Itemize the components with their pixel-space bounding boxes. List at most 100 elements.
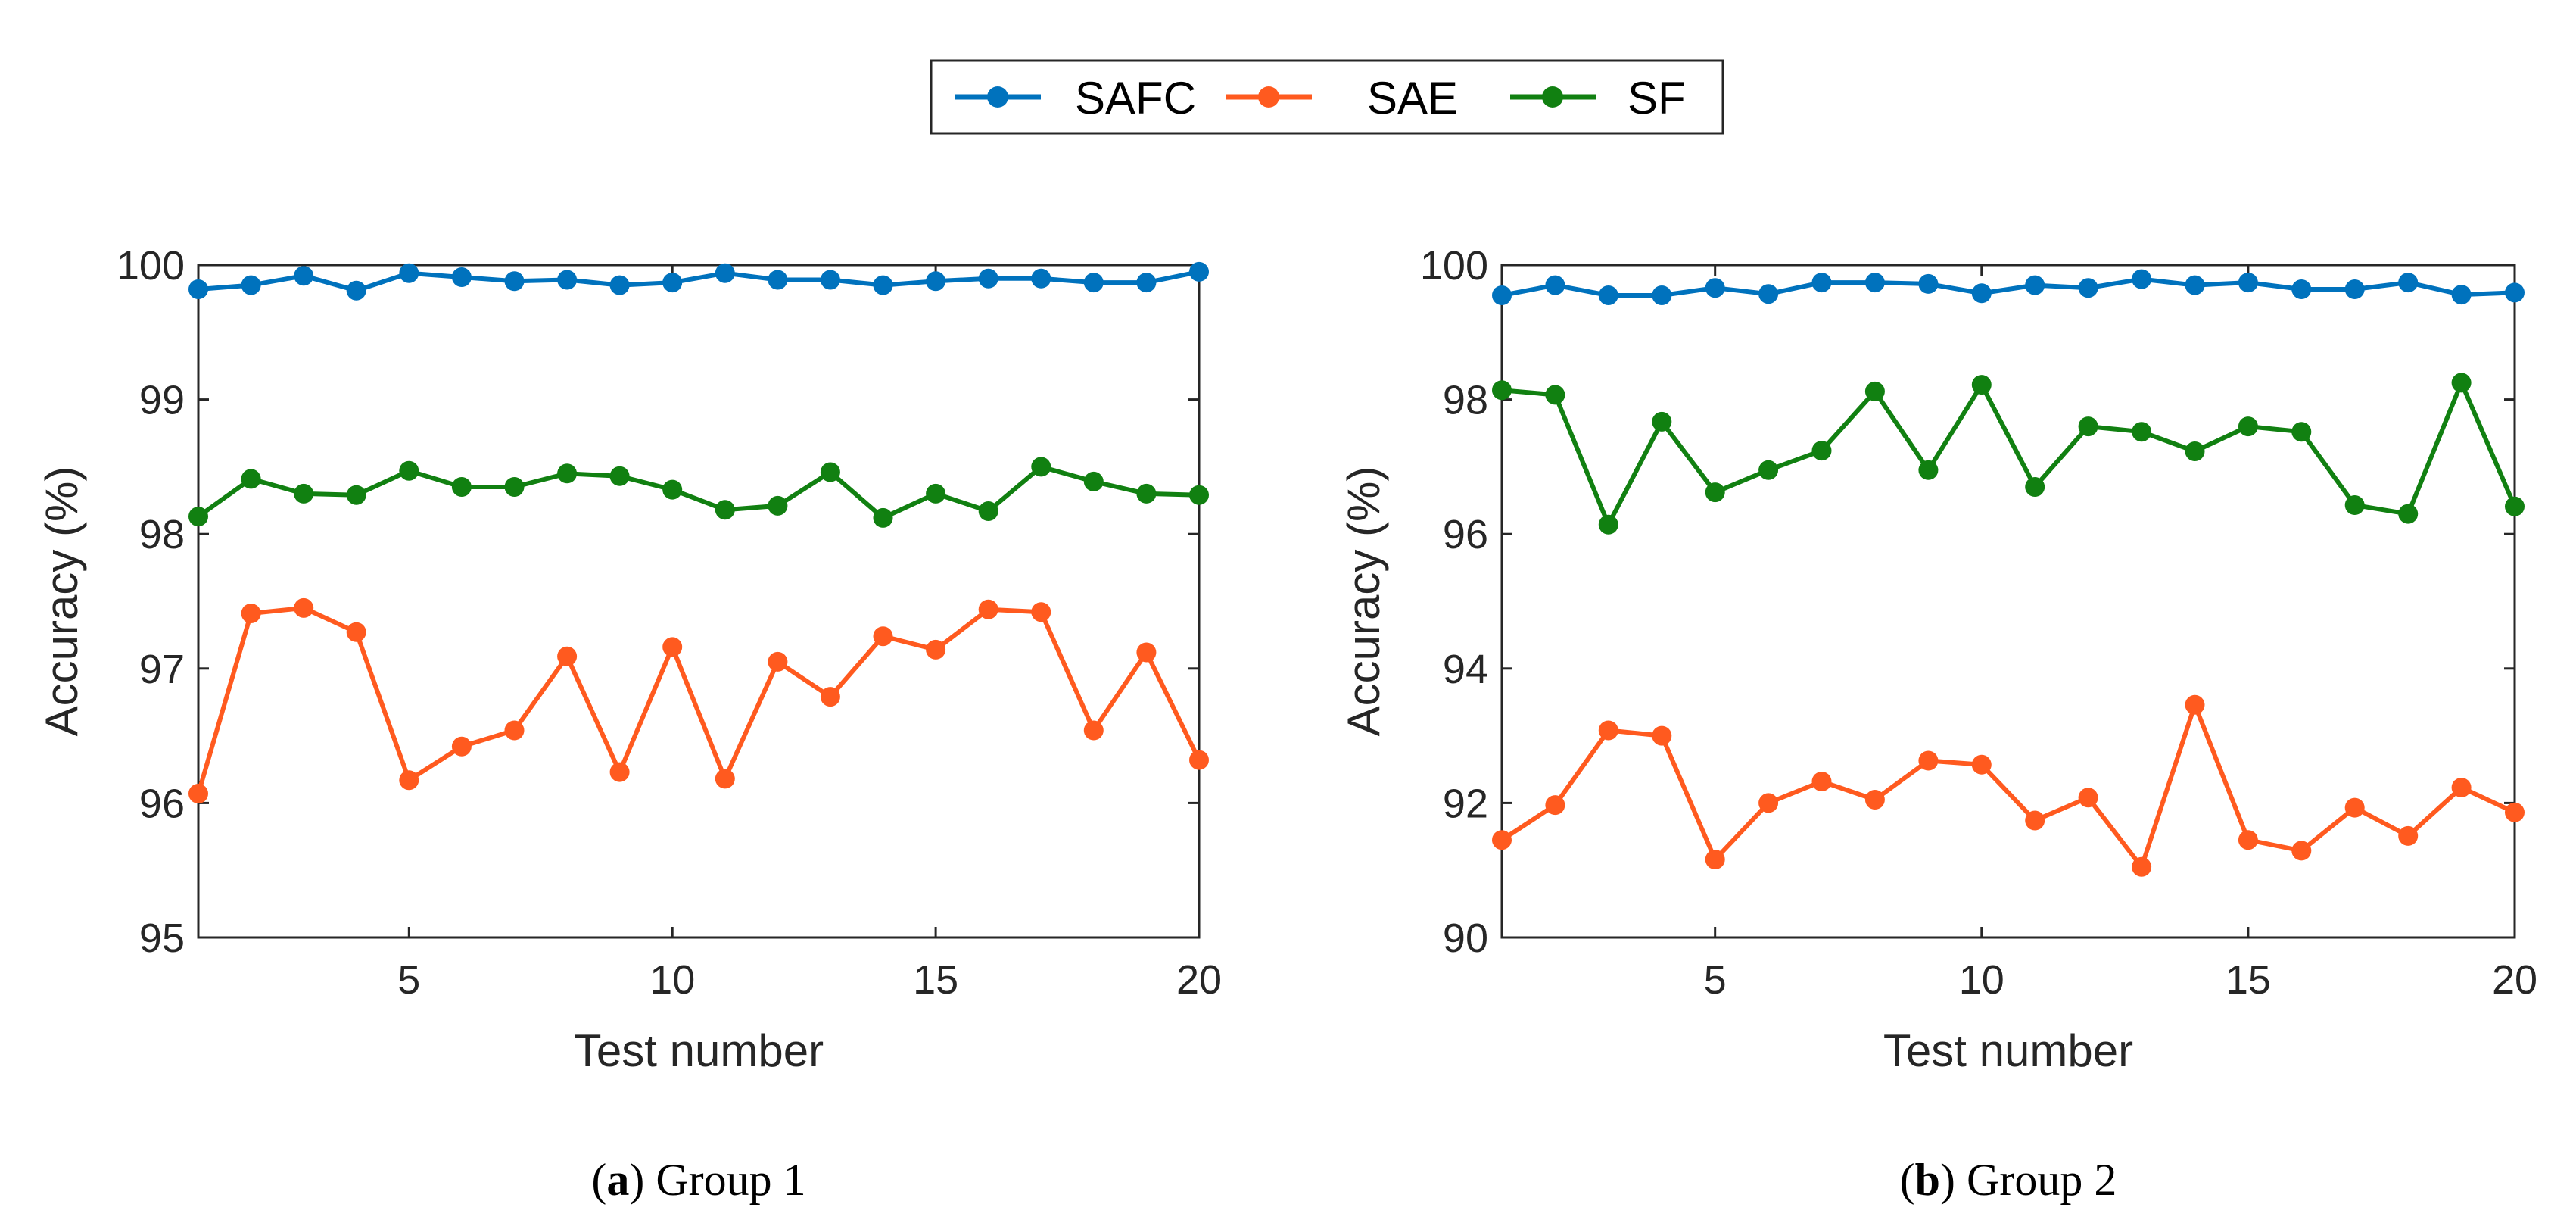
point-sae-2-5 <box>1705 850 1725 869</box>
series-line-sae-2 <box>1500 702 2516 869</box>
point-sae-2-3 <box>1598 720 1618 741</box>
point-safc-2-2 <box>1545 275 1565 295</box>
point-sf-1-12 <box>768 495 788 516</box>
point-safc-1-16 <box>978 268 998 289</box>
point-sf-2-12 <box>2078 416 2098 437</box>
point-sf-1-4 <box>346 485 366 505</box>
point-sf-1-13 <box>820 462 840 482</box>
point-safc-1-15 <box>926 271 946 292</box>
point-sae-1-16 <box>978 599 998 619</box>
point-sae-2-14 <box>2185 694 2205 715</box>
point-safc-2-12 <box>2078 278 2098 298</box>
point-sf-2-13 <box>2132 422 2152 442</box>
point-sf-2-7 <box>1811 441 1832 461</box>
x-tick-label-1-5: 5 <box>397 957 420 1003</box>
point-sae-1-20 <box>1189 750 1209 770</box>
point-safc-1-12 <box>768 270 788 290</box>
point-sae-2-17 <box>2344 797 2365 818</box>
point-sae-2-11 <box>2025 810 2045 831</box>
chart-group-1: 95 96 97 98 99 100 5 10 15 20 Test number Accura… <box>36 243 1222 1205</box>
point-safc-1-19 <box>1136 273 1157 293</box>
y-tick-label-1-97: 97 <box>139 647 185 692</box>
y-axis-title-2: Accuracy (%) <box>1338 466 1389 737</box>
point-sf-2-18 <box>2398 504 2419 524</box>
y-tick-label-1-98: 98 <box>139 512 185 557</box>
point-sf-1-15 <box>926 483 946 504</box>
x-tick-label-2-5: 5 <box>1704 957 1727 1003</box>
point-sf-1-19 <box>1136 483 1157 504</box>
point-safc-1-18 <box>1083 273 1104 293</box>
point-sae-2-13 <box>2132 856 2152 877</box>
point-safc-2-19 <box>2451 285 2472 305</box>
point-safc-1-11 <box>715 263 735 283</box>
point-sf-1-17 <box>1031 457 1051 477</box>
legend-marker-safc <box>987 86 1008 108</box>
point-sf-1-14 <box>873 507 893 528</box>
point-safc-1-9 <box>609 275 630 295</box>
point-safc-1-8 <box>557 270 578 290</box>
x-tick-label-2-15: 15 <box>2226 957 2271 1003</box>
y-tick-label-1-99: 99 <box>139 378 185 423</box>
point-safc-2-8 <box>1864 273 1885 293</box>
point-safc-2-15 <box>2238 273 2258 293</box>
point-safc-1-1 <box>188 279 208 299</box>
caption-space-2 <box>1955 1155 1967 1205</box>
point-sae-1-4 <box>346 622 366 642</box>
point-safc-2-5 <box>1705 278 1725 298</box>
point-sf-1-11 <box>715 500 735 520</box>
point-sf-1-16 <box>978 501 998 521</box>
x-axis-title-2: Test number <box>1883 1025 2133 1076</box>
y-ticks-2: 90 92 94 96 98 100 <box>1420 243 2515 961</box>
series-points-2 <box>1492 269 2525 877</box>
x-ticks-1: 5 10 15 20 <box>397 265 1222 1003</box>
point-safc-1-17 <box>1031 268 1051 289</box>
point-sae-2-7 <box>1811 772 1832 791</box>
point-sf-2-3 <box>1598 514 1618 535</box>
caption-1: (a) Group 1 <box>591 1155 805 1205</box>
point-sae-1-3 <box>294 597 314 618</box>
point-safc-1-7 <box>504 271 525 292</box>
point-sae-1-2 <box>241 604 261 623</box>
y-tick-label-2-92: 92 <box>1443 781 1488 826</box>
point-sf-2-16 <box>2291 422 2312 442</box>
point-safc-2-3 <box>1598 285 1618 305</box>
caption-2: (b) Group 2 <box>1900 1155 2117 1205</box>
point-safc-1-10 <box>662 273 683 293</box>
point-safc-2-10 <box>1971 283 1992 304</box>
caption-text-1: Group 1 <box>656 1155 805 1205</box>
chart-group-2: 90 92 94 96 98 100 5 10 15 20 Test number Accura… <box>1338 243 2537 1205</box>
point-safc-2-1 <box>1492 285 1512 305</box>
point-safc-1-4 <box>346 280 366 301</box>
point-sf-1-18 <box>1083 471 1104 491</box>
point-safc-1-3 <box>294 266 314 286</box>
caption-label-2: b <box>1915 1155 1940 1205</box>
point-safc-1-6 <box>451 267 472 287</box>
point-safc-2-16 <box>2291 279 2312 299</box>
series-line-sf-2 <box>1501 380 2517 527</box>
point-sf-1-5 <box>399 460 419 481</box>
x-tick-label-2-10: 10 <box>1959 957 2004 1003</box>
plot-area-2 <box>1500 264 2516 939</box>
point-sae-2-12 <box>2078 788 2098 808</box>
point-sf-1-1 <box>188 507 208 527</box>
legend-marker-sae <box>1258 86 1279 108</box>
point-sf-2-19 <box>2451 373 2472 393</box>
point-sae-2-9 <box>1918 750 1939 771</box>
point-sf-1-20 <box>1189 485 1209 505</box>
caption-label-1: a <box>606 1155 629 1205</box>
point-safc-2-18 <box>2398 273 2419 293</box>
point-sf-2-17 <box>2344 495 2365 515</box>
legend: SAFC SAE SF <box>930 59 1724 135</box>
point-sae-1-5 <box>399 770 419 791</box>
point-safc-2-6 <box>1758 284 1779 304</box>
caption-text-2: Group 2 <box>1967 1155 2117 1205</box>
point-sf-1-10 <box>662 479 683 500</box>
x-tick-label-1-10: 10 <box>649 957 695 1003</box>
legend-label-safc: SAFC <box>1075 73 1196 123</box>
point-safc-2-11 <box>2025 275 2045 295</box>
point-sf-2-14 <box>2185 441 2205 461</box>
y-tick-label-1-96: 96 <box>139 781 185 826</box>
point-sae-2-2 <box>1545 795 1565 816</box>
point-safc-2-7 <box>1811 273 1832 293</box>
